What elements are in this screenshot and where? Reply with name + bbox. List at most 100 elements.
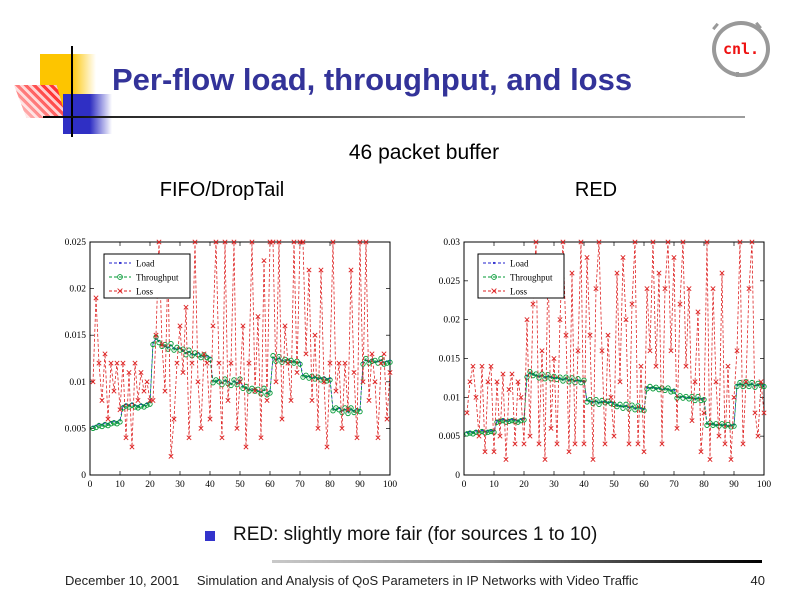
marker-x bbox=[569, 270, 575, 276]
y-tick-label: 0 bbox=[81, 471, 86, 481]
marker-circle bbox=[731, 423, 737, 429]
marker-circle bbox=[147, 401, 153, 407]
marker-x bbox=[336, 360, 342, 366]
marker-circle bbox=[494, 419, 500, 425]
marker-x bbox=[608, 394, 614, 400]
marker-x bbox=[141, 388, 147, 394]
marker-x bbox=[273, 379, 279, 385]
marker-x bbox=[192, 239, 198, 245]
marker-circle bbox=[261, 385, 267, 391]
marker-x bbox=[315, 425, 321, 431]
marker-circle bbox=[339, 409, 345, 416]
marker-circle bbox=[297, 361, 303, 367]
marker-x bbox=[761, 410, 767, 416]
marker-circle bbox=[90, 425, 96, 432]
marker-dot bbox=[118, 261, 122, 265]
marker-circle bbox=[482, 430, 488, 436]
marker-x bbox=[264, 397, 270, 403]
marker-x bbox=[467, 379, 473, 385]
marker-x bbox=[375, 435, 381, 441]
marker-x bbox=[366, 397, 372, 403]
y-tick-label: 0.015 bbox=[65, 331, 87, 341]
marker-circle bbox=[512, 418, 518, 425]
marker-circle bbox=[357, 408, 363, 415]
marker-x bbox=[491, 449, 497, 455]
legend-label: Load bbox=[510, 259, 529, 269]
marker-x bbox=[240, 323, 246, 329]
marker-circle bbox=[96, 422, 102, 429]
marker-x bbox=[186, 435, 192, 441]
marker-x bbox=[662, 286, 668, 292]
x-tick-label: 100 bbox=[383, 480, 397, 490]
marker-x bbox=[509, 371, 515, 377]
marker-circle bbox=[150, 341, 156, 348]
marker-circle bbox=[650, 386, 656, 392]
marker-circle bbox=[638, 407, 644, 413]
marker-circle bbox=[695, 393, 701, 400]
marker-circle bbox=[216, 379, 222, 385]
title-underline bbox=[43, 116, 745, 118]
x-tick-label: 70 bbox=[295, 480, 305, 490]
marker-circle bbox=[234, 381, 240, 388]
marker-circle bbox=[530, 372, 536, 379]
marker-circle bbox=[198, 354, 204, 361]
marker-circle bbox=[162, 341, 168, 348]
marker-circle bbox=[174, 344, 180, 350]
marker-circle bbox=[488, 428, 494, 435]
marker-circle bbox=[267, 390, 273, 396]
marker-circle bbox=[626, 406, 632, 412]
y-tick-label: 0.01 bbox=[443, 393, 460, 403]
red-chart: 0 10 20 30 40 50 60 70 80 90 100 0 0.005 0.01 0.015 0.0… bbox=[426, 232, 771, 494]
marker-x bbox=[719, 270, 725, 276]
marker-x bbox=[339, 425, 345, 431]
marker-circle bbox=[590, 400, 596, 407]
marker-circle bbox=[533, 371, 539, 377]
fifo-chart-svg: 0 10 20 30 40 50 60 70 80 90 100 0 0.005 0.01 0.015 0.0… bbox=[65, 238, 397, 490]
y-tick-label: 0.02 bbox=[443, 316, 460, 326]
marker-x bbox=[378, 360, 384, 366]
marker-circle bbox=[111, 420, 117, 426]
marker-x bbox=[129, 444, 135, 450]
marker-circle bbox=[596, 401, 602, 407]
marker-dot bbox=[492, 261, 496, 265]
x-tick-label: 60 bbox=[265, 480, 275, 490]
marker-x bbox=[342, 360, 348, 366]
marker-circle bbox=[491, 274, 497, 280]
marker-circle bbox=[138, 403, 144, 409]
marker-x bbox=[282, 323, 288, 329]
marker-x bbox=[722, 441, 728, 447]
logo-nub-icon bbox=[712, 22, 719, 31]
marker-circle bbox=[467, 430, 473, 436]
marker-circle bbox=[372, 357, 378, 364]
marker-circle bbox=[515, 419, 521, 425]
footer-date: December 10, 2001 bbox=[65, 573, 180, 588]
marker-circle bbox=[336, 407, 342, 413]
marker-x bbox=[159, 342, 165, 348]
x-tick-label: 20 bbox=[145, 480, 155, 490]
marker-x bbox=[470, 363, 476, 369]
marker-x bbox=[542, 456, 548, 462]
marker-x bbox=[105, 416, 111, 422]
marker-x bbox=[381, 351, 387, 357]
marker-x bbox=[309, 397, 315, 403]
marker-circle bbox=[195, 352, 201, 358]
marker-x bbox=[276, 239, 282, 245]
legend-box bbox=[103, 253, 191, 299]
marker-circle bbox=[473, 429, 479, 435]
marker-circle bbox=[219, 381, 225, 388]
x-tick-label: 90 bbox=[355, 480, 365, 490]
marker-x bbox=[357, 239, 363, 245]
marker-x bbox=[171, 416, 177, 422]
marker-x bbox=[485, 379, 491, 385]
marker-x bbox=[572, 441, 578, 447]
marker-x bbox=[689, 418, 695, 424]
marker-x bbox=[180, 369, 186, 375]
marker-circle bbox=[542, 376, 548, 382]
series-loss bbox=[90, 239, 393, 459]
marker-circle bbox=[632, 407, 638, 413]
marker-circle bbox=[509, 417, 515, 424]
marker-x bbox=[530, 301, 536, 307]
marker-x bbox=[593, 286, 599, 292]
marker-x bbox=[177, 323, 183, 329]
marker-x bbox=[102, 351, 108, 357]
